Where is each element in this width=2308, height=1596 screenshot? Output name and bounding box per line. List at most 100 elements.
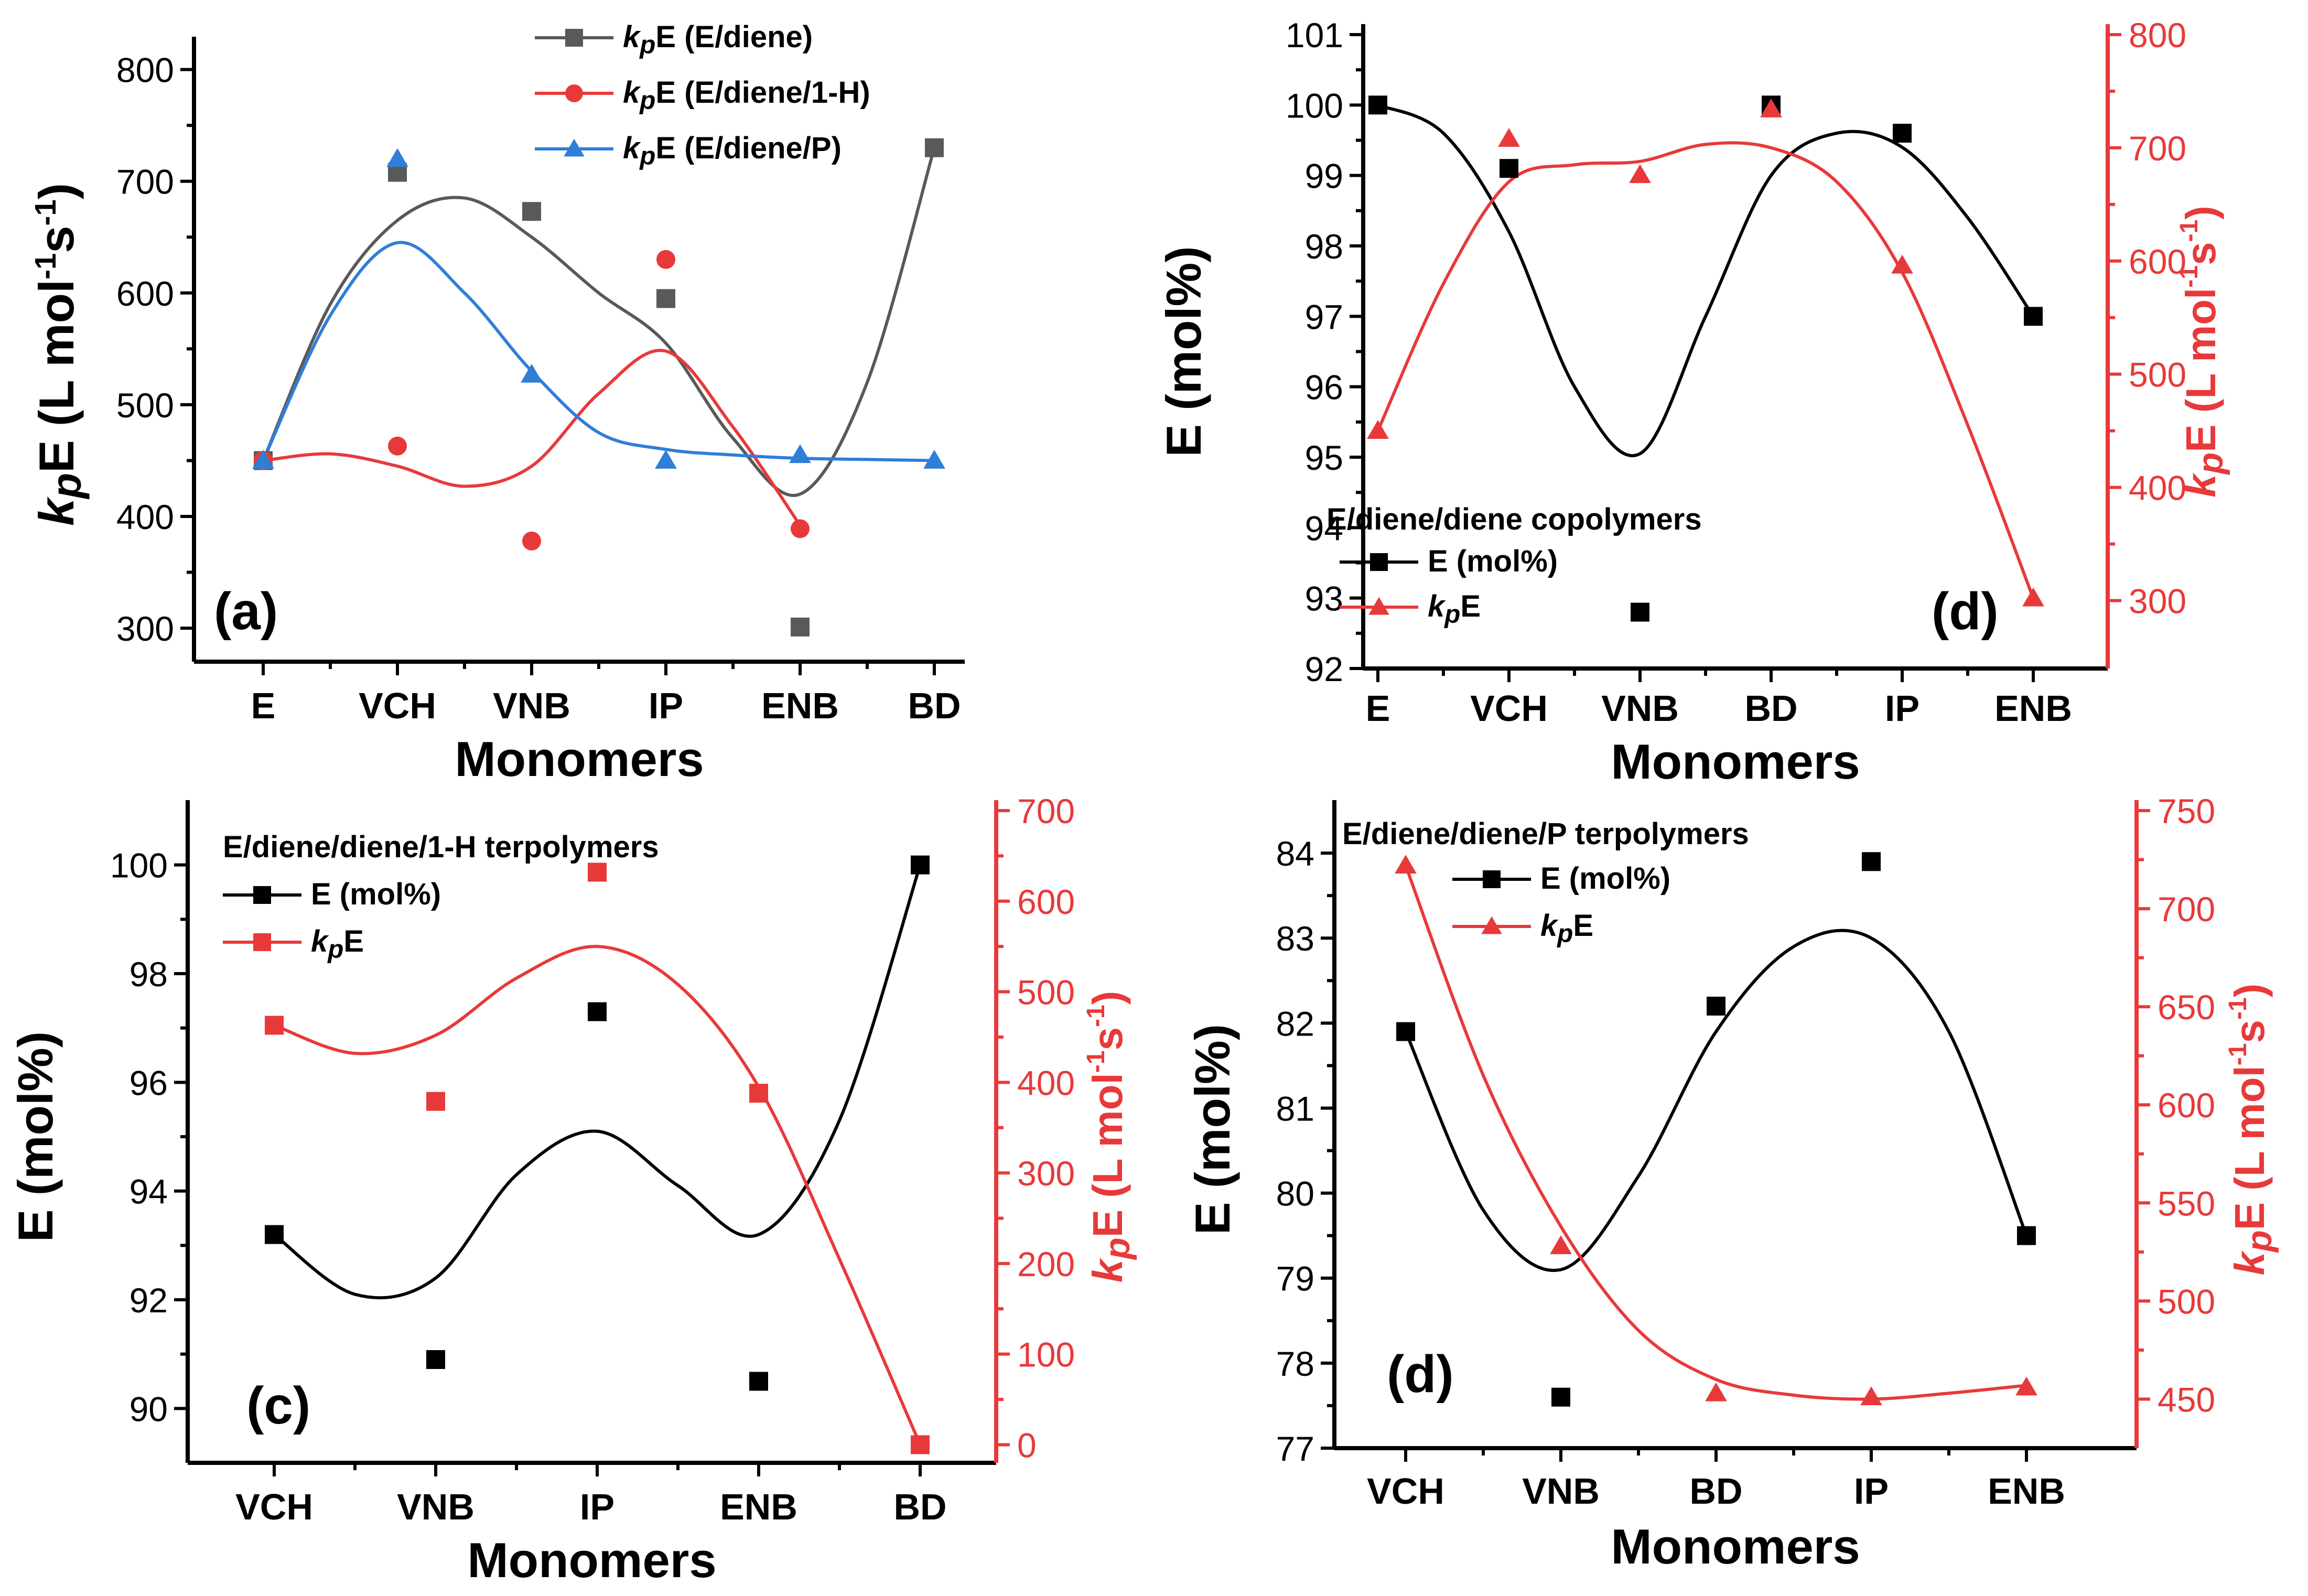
y2-tick-label: 500 bbox=[2129, 355, 2186, 394]
data-point bbox=[2015, 1376, 2037, 1396]
legend-name: E (E/diene) bbox=[655, 20, 813, 54]
legend-marker bbox=[253, 933, 271, 951]
data-point bbox=[588, 862, 607, 882]
y-tick-label: 500 bbox=[116, 386, 174, 425]
fit-curve-3 bbox=[262, 241, 935, 462]
x-tick-label: BD bbox=[893, 1486, 946, 1527]
y-tick-label: 98 bbox=[130, 955, 168, 994]
data-point bbox=[1862, 852, 1881, 871]
legend-label: kpE (E/diene) bbox=[623, 20, 813, 59]
y2-tick-label: 650 bbox=[2158, 988, 2215, 1027]
ylabel-s: s bbox=[2177, 242, 2224, 265]
y-tick-label: 95 bbox=[1305, 438, 1343, 477]
data-point bbox=[1760, 98, 1782, 117]
y2-tick-label: 600 bbox=[1017, 882, 1075, 921]
legend-p-sub: p bbox=[639, 30, 655, 59]
legend-name: E bbox=[343, 924, 364, 958]
y2-axis-title: kpE (L mol-1s-1) bbox=[2175, 206, 2230, 498]
data-point bbox=[386, 148, 408, 167]
legend-name: E bbox=[1573, 909, 1593, 943]
data-point bbox=[1707, 996, 1725, 1016]
data-point bbox=[656, 250, 675, 269]
y-tick-label: 700 bbox=[116, 163, 174, 201]
legend-p-sub: p bbox=[1443, 600, 1460, 629]
ylabel-unit: (L mol bbox=[2177, 288, 2224, 425]
legend-k: k bbox=[623, 20, 641, 54]
ylabel-k: k bbox=[2226, 1250, 2273, 1275]
data-point bbox=[925, 138, 944, 157]
chart-panel-4: 77 78 79 80 81 82 83 84 450 500 550 600 650 700 750 VCH… bbox=[1185, 792, 2279, 1574]
legend-marker bbox=[565, 29, 583, 47]
legend-label: kpE (E/diene/1-H) bbox=[623, 76, 870, 115]
x-tick-label: VNB bbox=[493, 685, 570, 726]
legend-p-sub: p bbox=[639, 86, 655, 115]
y2-tick-label: 400 bbox=[1017, 1063, 1075, 1102]
data-point bbox=[749, 1372, 768, 1391]
ylabel-sup2: -1 bbox=[1082, 1005, 1110, 1027]
data-point bbox=[923, 449, 945, 469]
y-tick-label: 98 bbox=[1305, 227, 1343, 266]
legend-marker bbox=[253, 886, 271, 904]
y-tick-label: 82 bbox=[1276, 1004, 1314, 1043]
y2-tick-label: 750 bbox=[2158, 792, 2215, 831]
y2-tick-label: 700 bbox=[2158, 890, 2215, 929]
ylabel-p-sub: p bbox=[1097, 1237, 1137, 1260]
ylabel-unit: (L mol bbox=[1084, 1073, 1131, 1210]
y-tick-label: 101 bbox=[1286, 16, 1343, 55]
y-axis-title: E (mol%) bbox=[1185, 1024, 1240, 1235]
legend-label: kpE bbox=[1540, 909, 1593, 948]
data-point bbox=[2017, 1226, 2036, 1245]
y2-tick-label: 200 bbox=[1017, 1245, 1075, 1284]
y2-tick-label: 700 bbox=[1017, 792, 1075, 831]
data-point bbox=[749, 1084, 768, 1103]
ylabel-sup1: -1 bbox=[2175, 265, 2203, 288]
x-tick-label: E bbox=[251, 685, 276, 726]
y2-axis-title: kpE (L mol-1s-1) bbox=[1082, 991, 1137, 1283]
y-tick-label: 100 bbox=[110, 846, 168, 885]
data-point bbox=[588, 1002, 607, 1021]
ylabel-k: k bbox=[2177, 472, 2224, 498]
x-tick-label: ENB bbox=[1988, 1471, 2065, 1512]
x-tick-label: VNB bbox=[1522, 1471, 1600, 1512]
ylabel-p-sub: p bbox=[2191, 452, 2230, 476]
data-point bbox=[1550, 1235, 1572, 1255]
ylabel-close: ) bbox=[2226, 984, 2273, 998]
data-point bbox=[522, 202, 541, 221]
data-point bbox=[1368, 95, 1387, 115]
y-tick-label: 90 bbox=[130, 1389, 168, 1428]
y-tick-label: 93 bbox=[1305, 579, 1343, 618]
data-point bbox=[791, 519, 810, 538]
x-tick-label: BD bbox=[1744, 688, 1797, 729]
data-point bbox=[656, 289, 675, 308]
y-tick-label: 800 bbox=[116, 51, 174, 90]
ylabel-s: s bbox=[29, 225, 84, 253]
ylabel-k: k bbox=[1084, 1257, 1131, 1282]
legend-k: k bbox=[1540, 909, 1559, 943]
y-tick-label: 78 bbox=[1276, 1344, 1314, 1383]
data-point bbox=[789, 444, 811, 463]
x-axis-title: Monomers bbox=[1611, 734, 1860, 789]
data-point bbox=[1705, 1382, 1727, 1401]
data-point bbox=[1396, 1022, 1415, 1041]
x-axis-title: Monomers bbox=[455, 731, 704, 786]
legend-name: E (E/diene/P) bbox=[655, 131, 842, 165]
x-axis-title: Monomers bbox=[467, 1533, 716, 1588]
y2-tick-label: 0 bbox=[1017, 1426, 1037, 1464]
fit-curve-2 bbox=[274, 945, 922, 1446]
legend-name: E (E/diene/1-H) bbox=[655, 76, 870, 110]
ylabel-E: E bbox=[1084, 1210, 1131, 1237]
legend-k: k bbox=[311, 924, 329, 958]
x-tick-label: VNB bbox=[1601, 688, 1679, 729]
legend-p-sub: p bbox=[639, 142, 655, 170]
legend-marker bbox=[1481, 916, 1502, 934]
x-tick-label: VCH bbox=[235, 1486, 313, 1527]
data-point bbox=[1893, 124, 1912, 143]
ylabel-sup1: -1 bbox=[29, 253, 62, 279]
data-point bbox=[426, 1350, 445, 1369]
x-tick-label: ENB bbox=[1994, 688, 2072, 729]
y2-tick-label: 600 bbox=[2158, 1086, 2215, 1125]
legend-k: k bbox=[623, 131, 641, 165]
legend-title: E/diene/diene copolymers bbox=[1326, 502, 1702, 536]
fit-curve-1 bbox=[262, 147, 936, 497]
